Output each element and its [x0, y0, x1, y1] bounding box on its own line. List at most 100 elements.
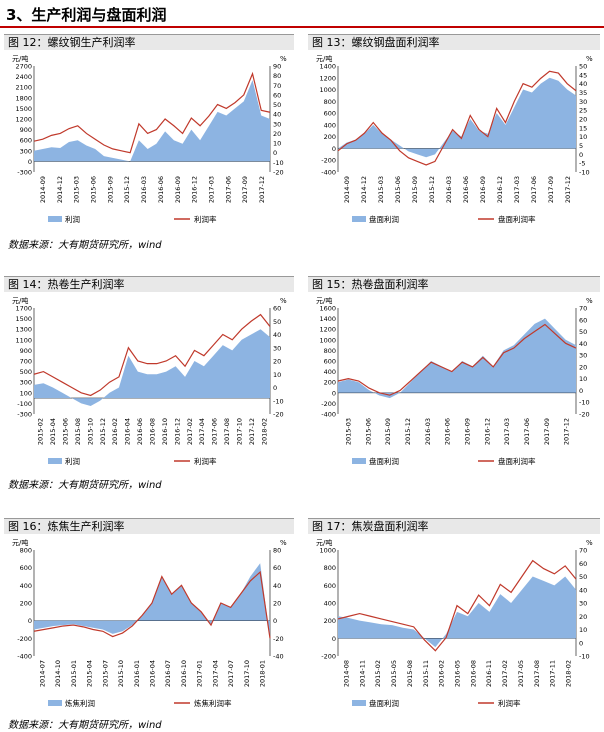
- series-area-profit: [338, 576, 576, 648]
- right-axis-unit: %: [280, 55, 287, 63]
- x-tick-label: 2016-09: [479, 176, 487, 203]
- legend-swatch-area: [48, 458, 62, 464]
- chart-panel-15: 图 15：热卷盘面利润率 元/吨% 1600 1400 1200 1000 800 600 40…: [308, 276, 600, 472]
- right-tick-label: 20: [579, 613, 587, 621]
- chart-title: 图 15：热卷盘面利润率: [308, 276, 600, 292]
- right-tick-label: 40: [273, 111, 281, 119]
- left-tick-label: 1200: [319, 74, 336, 82]
- x-tick-label: 2015-03: [344, 418, 352, 445]
- x-tick-label: 2016-11: [485, 660, 493, 687]
- x-tick-label: 2017-08: [223, 418, 231, 445]
- chart-title: 图 16：炼焦生产利润率: [4, 518, 294, 534]
- left-tick-label: -400: [321, 169, 336, 177]
- left-tick-label: 1400: [319, 315, 336, 323]
- right-tick-label: -20: [273, 169, 284, 177]
- right-tick-label: 30: [579, 600, 587, 608]
- x-tick-label: 2014-11: [358, 660, 366, 687]
- legend-label-area: 利润: [65, 456, 80, 466]
- left-tick-label: 200: [324, 617, 336, 625]
- x-tick-label: 2016-12: [191, 176, 199, 203]
- x-tick-label: 2017-02: [501, 660, 509, 687]
- section-title: 3、生产利润与盘面利润: [6, 6, 167, 24]
- left-tick-label: 1100: [15, 336, 32, 344]
- x-tick-label: 2016-09: [174, 176, 182, 203]
- x-tick-label: 2016-04: [124, 418, 132, 445]
- left-tick-label: 600: [20, 564, 32, 572]
- x-tick-label: 2017-03: [513, 176, 521, 203]
- x-tick-label: 2014-09: [343, 176, 351, 203]
- left-tick-label: 2400: [15, 73, 32, 81]
- left-tick-label: 200: [20, 600, 32, 608]
- chart-title: 图 17：焦炭盘面利润率: [308, 518, 600, 534]
- x-tick-label: 2016-08: [149, 418, 157, 445]
- left-tick-label: 700: [20, 358, 32, 366]
- right-tick-label: 10: [579, 133, 587, 141]
- x-tick-label: 2015-10: [117, 660, 125, 687]
- left-tick-label: 600: [324, 582, 336, 590]
- right-tick-label: 30: [273, 120, 281, 128]
- right-tick-label: 50: [273, 101, 281, 109]
- x-tick-label: 2015-06: [62, 418, 70, 445]
- x-tick-label: 2015-10: [86, 418, 94, 445]
- right-tick-label: -5: [579, 160, 585, 168]
- x-tick-label: 2016-06: [462, 176, 470, 203]
- legend-label-line: 炼焦利润率: [194, 698, 232, 708]
- right-tick-label: 10: [579, 626, 587, 634]
- left-tick-label: 1200: [15, 116, 32, 124]
- x-tick-label: 2015-02: [374, 660, 382, 687]
- right-tick-label: 50: [273, 318, 281, 326]
- series-line-rate: [337, 70, 577, 166]
- x-tick-label: 2015-06: [394, 176, 402, 203]
- left-tick-label: -400: [17, 653, 32, 661]
- x-tick-label: 2016-10: [180, 660, 188, 687]
- left-tick-label: 1400: [319, 63, 336, 71]
- right-tick-label: 60: [273, 305, 281, 313]
- x-tick-label: 2015-04: [49, 418, 57, 445]
- left-tick-label: 900: [20, 347, 32, 355]
- x-tick-label: 2015-08: [406, 660, 414, 687]
- x-tick-label: 2017-12: [564, 176, 572, 203]
- right-axis-unit: %: [280, 539, 287, 547]
- left-tick-label: -400: [321, 411, 336, 419]
- left-tick-label: 1500: [15, 105, 32, 113]
- right-tick-label: 40: [579, 340, 587, 348]
- x-tick-label: 2017-06: [523, 418, 531, 445]
- right-tick-label: 70: [579, 305, 587, 313]
- x-tick-label: 2018-02: [565, 660, 573, 687]
- x-tick-label: 2017-12: [248, 418, 256, 445]
- left-axis-unit: 元/吨: [12, 54, 28, 63]
- series-area-profit: [338, 77, 576, 158]
- right-tick-label: -20: [273, 411, 284, 419]
- legend-swatch-area: [48, 216, 62, 222]
- right-axis-unit: %: [586, 55, 593, 63]
- series-area-profit: [34, 329, 270, 407]
- right-tick-label: 10: [579, 375, 587, 383]
- right-tick-label: 80: [273, 72, 281, 80]
- x-tick-label: 2017-10: [243, 660, 251, 687]
- legend-label-area: 盘面利润: [369, 456, 399, 466]
- left-tick-label: 0: [332, 389, 336, 397]
- right-tick-label: 10: [273, 371, 281, 379]
- x-tick-label: 2014-12: [360, 176, 368, 203]
- chart-svg: 元/吨 %8006004002000-200-400806040200-20-40…: [12, 538, 287, 708]
- left-tick-label: 400: [20, 582, 32, 590]
- x-tick-label: 2015-11: [422, 660, 430, 687]
- x-tick-label: 2014-12: [56, 176, 64, 203]
- legend-label-line: 盘面利润率: [498, 214, 536, 224]
- right-tick-label: 0: [273, 617, 277, 625]
- right-tick-label: 30: [273, 344, 281, 352]
- chart-svg: 元/吨 %16001400120010008006004002000-200-40…: [316, 296, 593, 466]
- x-tick-label: 2017-04: [198, 418, 206, 445]
- right-tick-label: 35: [579, 89, 587, 97]
- chart-svg: 元/吨 % 1000 800 600 400 200 0 -200 70 60 50 40 30 20 10 0…: [316, 538, 593, 708]
- legend-label-line: 利润率: [498, 698, 521, 708]
- left-tick-label: 1000: [319, 86, 336, 94]
- x-tick-label: 2015-07: [101, 660, 109, 687]
- left-tick-label: 0: [332, 635, 336, 643]
- right-tick-label: 20: [579, 116, 587, 124]
- x-tick-label: 2015-09: [106, 176, 114, 203]
- series-area-profit: [338, 318, 576, 399]
- chart-svg: 元/吨 %1700150013001100900700500300100-100-…: [12, 296, 287, 466]
- left-tick-label: 100: [20, 389, 32, 397]
- x-tick-label: 2017-03: [503, 418, 511, 445]
